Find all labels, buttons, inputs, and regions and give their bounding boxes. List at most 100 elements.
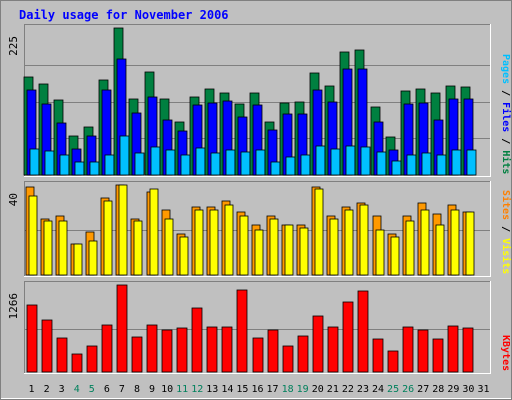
day-label: 11: [176, 384, 188, 395]
day-label: 18: [282, 384, 294, 395]
hits-bar-pages: [330, 148, 341, 176]
visits-bar-sites: [359, 204, 369, 276]
kbytes-bar-kbytes: [26, 304, 38, 373]
series-label-part: /: [500, 220, 511, 238]
hits-bar-pages: [225, 149, 236, 176]
hits-bar-pages: [255, 149, 266, 176]
day-label: 31: [477, 384, 489, 395]
series-label-part: Hits: [500, 150, 512, 174]
visits-bar-sites: [88, 240, 98, 276]
day-label: 24: [372, 384, 384, 395]
visits-bar-sites: [224, 204, 234, 276]
kbytes-bar-kbytes: [282, 345, 294, 373]
day-label: 6: [104, 384, 110, 395]
hits-bar-pages: [195, 147, 206, 176]
kbytes-bar-kbytes: [101, 324, 113, 373]
hits-bar-pages: [451, 149, 462, 176]
day-label: 30: [462, 384, 474, 395]
day-label: 8: [134, 384, 140, 395]
visits-bar-sites: [103, 200, 113, 276]
kbytes-bar-kbytes: [71, 353, 83, 373]
visits-bar-sites: [73, 243, 83, 276]
kbytes-bar-kbytes: [146, 324, 158, 373]
kbytes-bar-kbytes: [176, 327, 188, 373]
hits-panel: 225 Pages / Files / Hits: [7, 24, 512, 177]
series-label-part: Pages: [500, 54, 511, 84]
day-label: 13: [206, 384, 218, 395]
visits-bar-sites: [118, 184, 128, 276]
visits-bar-sites: [28, 195, 38, 276]
day-label: 5: [89, 384, 95, 395]
hits-bar-pages: [315, 145, 326, 176]
kbytes-bar-kbytes: [56, 337, 68, 373]
hits-bar-pages: [436, 154, 447, 176]
visits-bar-sites: [284, 224, 294, 276]
visits-bar-sites: [269, 218, 279, 276]
day-label: 27: [417, 384, 429, 395]
day-label: 22: [342, 384, 354, 395]
hits-series-label: Pages / Files / Hits: [500, 54, 512, 174]
day-label: 25: [387, 384, 399, 395]
kbytes-bar-kbytes: [357, 290, 369, 373]
visits-bar-sites: [239, 215, 249, 276]
hits-bar-pages: [391, 160, 402, 176]
hits-bar-pages: [150, 146, 161, 176]
visits-bar-sites: [43, 220, 53, 276]
visits-series-label: Sites / Visits: [500, 190, 512, 274]
visits-bar-sites: [149, 188, 159, 276]
day-label: 9: [149, 384, 155, 395]
kbytes-bar-kbytes: [252, 337, 264, 373]
kbytes-bar-kbytes: [297, 335, 309, 373]
kbytes-bar-kbytes: [372, 338, 384, 373]
hits-bar-pages: [466, 149, 477, 176]
kbytes-bar-kbytes: [116, 284, 128, 373]
day-label: 1: [29, 384, 35, 395]
kbytes-series-label: KBytes: [500, 335, 511, 371]
kbytes-bar-kbytes: [221, 326, 233, 373]
day-labels: 1 2 3 4 5 6 7 8 9 10 11 12 13 14 15 16 17 18 19 20 21 22 23 24 2…: [29, 384, 490, 395]
chart-title: Daily usage for November 2006: [19, 8, 229, 22]
visits-bar-sites: [194, 209, 204, 276]
visits-max-label: 40: [7, 193, 20, 206]
hits-bar-pages: [89, 161, 100, 176]
day-label: 16: [251, 384, 263, 395]
visits-bar-sites: [254, 229, 264, 276]
kbytes-bar-kbytes: [206, 326, 218, 373]
kbytes-bar-kbytes: [342, 301, 354, 373]
hits-bar-pages: [406, 154, 417, 176]
visits-bar-sites: [420, 209, 430, 276]
day-label: 15: [236, 384, 248, 395]
hits-bar-pages: [104, 154, 115, 176]
kbytes-bar-kbytes: [191, 307, 203, 373]
kbytes-bar-kbytes: [402, 326, 414, 373]
visits-bar-sites: [329, 218, 339, 276]
hits-bar-pages: [44, 150, 55, 176]
visits-bar-sites: [209, 209, 219, 276]
day-label: 10: [161, 384, 173, 395]
visits-bar-sites: [314, 188, 324, 276]
series-label-part: KBytes: [500, 335, 511, 371]
day-label: 7: [119, 384, 125, 395]
day-label: 29: [447, 384, 459, 395]
visits-bar-sites: [375, 229, 385, 276]
visits-bar-sites: [390, 236, 400, 276]
day-label: 14: [221, 384, 233, 395]
kbytes-bar-kbytes: [417, 329, 429, 373]
hits-bar-pages: [59, 154, 70, 176]
hits-bar-pages: [285, 156, 296, 176]
hits-bar-pages: [421, 152, 432, 176]
series-label-part: Files: [500, 102, 512, 132]
kbytes-bar-kbytes: [327, 326, 339, 373]
visits-bar-sites: [405, 220, 415, 276]
kbytes-bar-kbytes: [432, 338, 444, 373]
day-label: 20: [312, 384, 324, 395]
kbytes-bar-kbytes: [86, 345, 98, 373]
kbytes-max-label: 1266: [7, 293, 20, 320]
day-label: 17: [267, 384, 279, 395]
kbytes-bar-kbytes: [312, 315, 324, 373]
visits-bar-sites: [450, 209, 460, 276]
day-label: 26: [402, 384, 414, 395]
series-label-part: /: [500, 84, 511, 102]
series-label-part: Visits: [500, 238, 512, 274]
